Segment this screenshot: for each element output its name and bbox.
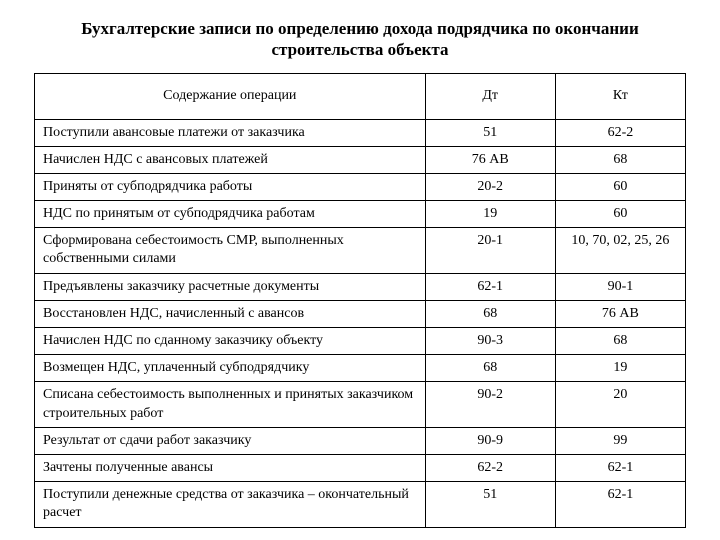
cell-operation: Поступили авансовые платежи от заказчика <box>35 119 426 146</box>
table-row: Списана себестоимость выполненных и прин… <box>35 382 686 427</box>
accounting-entries-table: Содержание операции Дт Кт Поступили аван… <box>34 73 686 528</box>
cell-operation: Восстановлен НДС, начисленный с авансов <box>35 300 426 327</box>
cell-debit: 76 АВ <box>425 146 555 173</box>
cell-debit: 90-9 <box>425 427 555 454</box>
cell-operation: Начислен НДС с авансовых платежей <box>35 146 426 173</box>
cell-credit: 68 <box>555 328 685 355</box>
cell-debit: 68 <box>425 355 555 382</box>
cell-operation: Приняты от субподрядчика работы <box>35 173 426 200</box>
cell-operation: Предъявлены заказчику расчетные документ… <box>35 273 426 300</box>
cell-credit: 20 <box>555 382 685 427</box>
col-header-credit: Кт <box>555 73 685 119</box>
cell-operation: Начислен НДС по сданному заказчику объек… <box>35 328 426 355</box>
cell-debit: 62-1 <box>425 273 555 300</box>
table-row: Предъявлены заказчику расчетные документ… <box>35 273 686 300</box>
table-row: Возмещен НДС, уплаченный субподрядчику 6… <box>35 355 686 382</box>
cell-credit: 60 <box>555 173 685 200</box>
cell-debit: 51 <box>425 119 555 146</box>
table-row: Поступили авансовые платежи от заказчика… <box>35 119 686 146</box>
cell-credit: 90-1 <box>555 273 685 300</box>
cell-credit: 10, 70, 02, 25, 26 <box>555 228 685 273</box>
cell-credit: 99 <box>555 427 685 454</box>
cell-debit: 20-2 <box>425 173 555 200</box>
table-header-row: Содержание операции Дт Кт <box>35 73 686 119</box>
cell-debit: 68 <box>425 300 555 327</box>
table-row: Зачтены полученные авансы 62-2 62-1 <box>35 454 686 481</box>
cell-debit: 90-3 <box>425 328 555 355</box>
col-header-operation: Содержание операции <box>35 73 426 119</box>
cell-operation: Поступили денежные средства от заказчика… <box>35 482 426 527</box>
cell-credit: 62-1 <box>555 454 685 481</box>
table-row: Начислен НДС по сданному заказчику объек… <box>35 328 686 355</box>
cell-operation: Сформирована себестоимость СМР, выполнен… <box>35 228 426 273</box>
cell-credit: 68 <box>555 146 685 173</box>
cell-credit: 62-1 <box>555 482 685 527</box>
cell-debit: 51 <box>425 482 555 527</box>
col-header-debit: Дт <box>425 73 555 119</box>
table-row: Сформирована себестоимость СМР, выполнен… <box>35 228 686 273</box>
cell-operation: НДС по принятым от субподрядчика работам <box>35 201 426 228</box>
table-row: Поступили денежные средства от заказчика… <box>35 482 686 527</box>
cell-debit: 90-2 <box>425 382 555 427</box>
cell-credit: 60 <box>555 201 685 228</box>
cell-operation: Зачтены полученные авансы <box>35 454 426 481</box>
cell-credit: 19 <box>555 355 685 382</box>
table-row: НДС по принятым от субподрядчика работам… <box>35 201 686 228</box>
cell-operation: Возмещен НДС, уплаченный субподрядчику <box>35 355 426 382</box>
cell-debit: 20-1 <box>425 228 555 273</box>
cell-operation: Результат от сдачи работ заказчику <box>35 427 426 454</box>
cell-credit: 76 АВ <box>555 300 685 327</box>
page-title: Бухгалтерские записи по определению дохо… <box>34 18 686 61</box>
cell-debit: 62-2 <box>425 454 555 481</box>
table-row: Восстановлен НДС, начисленный с авансов … <box>35 300 686 327</box>
cell-debit: 19 <box>425 201 555 228</box>
table-row: Приняты от субподрядчика работы 20-2 60 <box>35 173 686 200</box>
cell-operation: Списана себестоимость выполненных и прин… <box>35 382 426 427</box>
table-row: Начислен НДС с авансовых платежей 76 АВ … <box>35 146 686 173</box>
table-row: Результат от сдачи работ заказчику 90-9 … <box>35 427 686 454</box>
cell-credit: 62-2 <box>555 119 685 146</box>
